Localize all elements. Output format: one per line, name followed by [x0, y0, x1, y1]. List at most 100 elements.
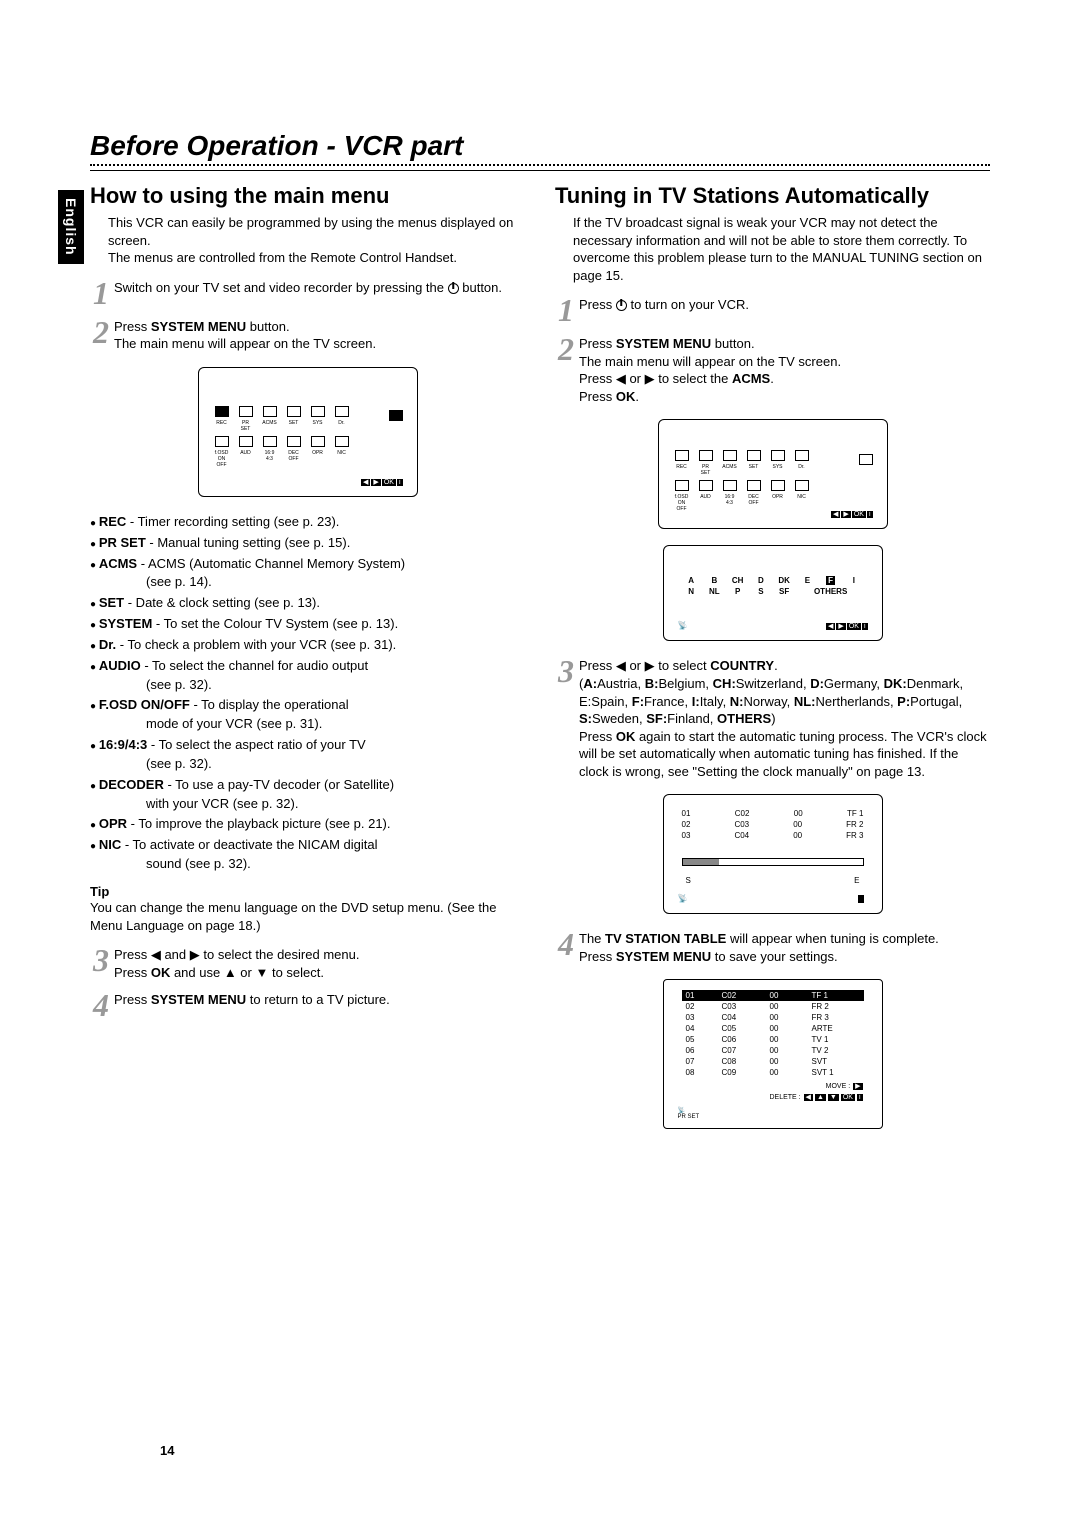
osd-side-icon [389, 410, 403, 423]
step-text: Press ◀ and ▶ to select the desired menu… [114, 946, 525, 981]
country-code: SF [775, 587, 794, 596]
menu-bullet-list: REC - Timer recording setting (see p. 23… [90, 513, 525, 874]
osd-menu-item: 16:9 4:3 [261, 436, 279, 462]
step-number-icon: 2 [555, 335, 577, 364]
language-tab: English [58, 190, 84, 264]
scan-end-label: E [854, 876, 859, 885]
osd-menu-item: DEC OFF [285, 436, 303, 462]
step-number-icon: 1 [90, 279, 112, 308]
section-title-right: Tuning in TV Stations Automatically [555, 183, 990, 208]
osd-menu-item: ACMS [261, 406, 279, 426]
osd-nav-hint: ◀▶OKi [825, 622, 867, 630]
country-code: A [682, 576, 701, 585]
page-number: 14 [160, 1443, 174, 1458]
right-step-3: 3 Press ◀ or ▶ to select COUNTRY.(A:Aust… [555, 657, 990, 780]
scan-progress-bar [682, 858, 864, 866]
osd-menu-item: PR SET [237, 406, 255, 432]
menu-bullet-item: ACMS - ACMS (Automatic Channel Memory Sy… [90, 555, 525, 593]
step-text: Switch on your TV set and video recorder… [114, 279, 525, 297]
osd-nav-hint: ◀▶OKi [830, 510, 872, 518]
country-code: S [751, 587, 770, 596]
step-text: The TV STATION TABLE will appear when tu… [579, 930, 990, 965]
country-code: B [705, 576, 724, 585]
step-number-icon: 3 [555, 657, 577, 686]
tip-label: Tip [90, 884, 525, 899]
country-code: OTHERS [798, 587, 864, 596]
acms-icon: 📡 [678, 894, 688, 903]
osd-menu-item: REC [673, 450, 691, 470]
osd-menu-item: PR SET [697, 450, 715, 476]
country-code: E [798, 576, 817, 585]
osd-menu-item: NIC [333, 436, 351, 456]
menu-bullet-item: F.OSD ON/OFF - To display the operationa… [90, 696, 525, 734]
country-code: I [844, 576, 863, 585]
osd-menu-item: f.OSD ON OFF [673, 480, 691, 512]
osd-nav-hint: ◀▶OKi [360, 478, 402, 486]
menu-bullet-item: PR SET - Manual tuning setting (see p. 1… [90, 534, 525, 553]
right-step-4: 4 The TV STATION TABLE will appear when … [555, 930, 990, 965]
step-text: Press SYSTEM MENU button. The main menu … [579, 335, 990, 405]
page-title: Before Operation - VCR part [90, 130, 990, 162]
osd-menu-item: Dr. [793, 450, 811, 470]
step-number-icon: 4 [90, 991, 112, 1020]
country-code: CH [728, 576, 747, 585]
right-step-2: 2 Press SYSTEM MENU button. The main men… [555, 335, 990, 405]
intro-left: This VCR can easily be programmed by usi… [108, 214, 525, 267]
country-code: F [821, 576, 840, 585]
country-code: P [728, 587, 747, 596]
scan-row: 01C0200TF 1 [682, 809, 864, 818]
step-text: Press ◀ or ▶ to select COUNTRY.(A:Austri… [579, 657, 990, 780]
table-footer-hints: MOVE : ▶ DELETE : ◀▲▼OKi [682, 1082, 864, 1103]
osd-menu-item: ACMS [721, 450, 739, 470]
osd-menu-item: SYS [769, 450, 787, 470]
acms-icon: 📡 [678, 621, 688, 630]
osd-station-table: 01C0200TF 102C0300FR 203C0400FR 304C0500… [663, 979, 883, 1129]
step-text: Press SYSTEM MENU button. The main menu … [114, 318, 525, 353]
country-code: DK [775, 576, 794, 585]
osd-country-select: ABCHDDKEFINNLPSSFOTHERS 📡 ◀▶OKi [663, 545, 883, 641]
tip-text: You can change the menu language on the … [90, 899, 525, 934]
right-column: Tuning in TV Stations Automatically If t… [555, 183, 990, 1145]
scan-row: 03C0400FR 3 [682, 831, 864, 840]
osd-menu-item: AUD [237, 436, 255, 456]
menu-bullet-item: DECODER - To use a pay-TV decoder (or Sa… [90, 776, 525, 814]
station-table-row: 07C0800SVT [682, 1056, 864, 1067]
osd-menu-item: OPR [309, 436, 327, 456]
osd-menu-item: DEC OFF [745, 480, 763, 506]
osd-side-icon [859, 454, 873, 467]
step-text: Press to turn on your VCR. [579, 296, 990, 314]
solid-divider [90, 170, 990, 171]
power-icon [448, 283, 459, 294]
osd-menu-item: SET [745, 450, 763, 470]
scan-start-label: S [686, 876, 691, 885]
country-code: NL [705, 587, 724, 596]
country-code: N [682, 587, 701, 596]
osd-menu-item: AUD [697, 480, 715, 500]
scan-row: 02C0300FR 2 [682, 820, 864, 829]
station-table-row: 03C0400FR 3 [682, 1012, 864, 1023]
right-step-1: 1 Press to turn on your VCR. [555, 296, 990, 325]
left-step-2: 2 Press SYSTEM MENU button. The main men… [90, 318, 525, 353]
stop-icon [858, 895, 864, 903]
osd-menu-item: SYS [309, 406, 327, 426]
osd-menu-item: Dr. [333, 406, 351, 426]
step-number-icon: 1 [555, 296, 577, 325]
station-table-row: 06C0700TV 2 [682, 1045, 864, 1056]
osd-menu-item: 16:9 4:3 [721, 480, 739, 506]
osd-menu-item: f.OSD ON OFF [213, 436, 231, 468]
osd-scan-progress: 01C0200TF 1 02C0300FR 2 03C0400FR 3 S E 📡 [663, 794, 883, 914]
left-column: How to using the main menu This VCR can … [90, 183, 525, 1145]
osd-main-menu-right: REC PR SET ACMS SET SYS Dr. f.OSD ON OFF AUD 16… [658, 419, 888, 529]
left-step-4: 4 Press SYSTEM MENU to return to a TV pi… [90, 991, 525, 1020]
station-table-row: 05C0600TV 1 [682, 1034, 864, 1045]
menu-bullet-item: 16:9/4:3 - To select the aspect ratio of… [90, 736, 525, 774]
osd-menu-item: SET [285, 406, 303, 426]
intro-right: If the TV broadcast signal is weak your … [573, 214, 990, 284]
station-table-row: 08C0900SVT 1 [682, 1067, 864, 1078]
step-number-icon: 2 [90, 318, 112, 347]
menu-bullet-item: REC - Timer recording setting (see p. 23… [90, 513, 525, 532]
menu-bullet-item: AUDIO - To select the channel for audio … [90, 657, 525, 695]
station-table-row: 01C0200TF 1 [682, 990, 864, 1001]
osd-menu-item: REC [213, 406, 231, 426]
osd-menu-item: NIC [793, 480, 811, 500]
